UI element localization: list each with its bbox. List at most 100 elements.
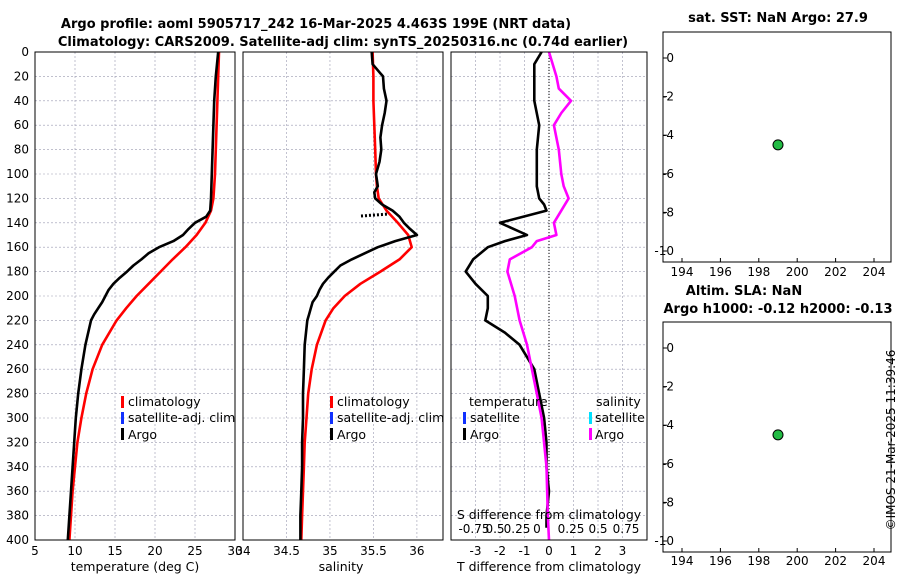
s-diff-tick: 0.5 [485, 522, 504, 536]
x-tick-label: 2 [594, 544, 602, 558]
figure-title-line2: Climatology: CARS2009. Satellite-adj cli… [58, 35, 628, 50]
sla-panel: Altim. SLA: NaN Argo h1000: -0.12 h2000:… [654, 284, 892, 568]
x-tick-label: 196 [709, 265, 732, 279]
s-diff-tick: 0.5 [588, 522, 607, 536]
legend-t-argo-label: Argo [470, 427, 499, 442]
salinity-x-axis-label: salinity [319, 559, 364, 574]
depth-tick-label: 380 [6, 509, 29, 523]
temperature-x-axis-label: temperature (deg C) [71, 559, 200, 574]
depth-tick-label: 240 [6, 338, 29, 352]
y-tick-label: -4 [662, 128, 674, 142]
sst-x-tick-labels: 194 196 198 200 202 204 [671, 258, 886, 279]
x-tick-label: 202 [824, 265, 847, 279]
depth-tick-label: 400 [6, 533, 29, 547]
depth-tick-label: 320 [6, 435, 29, 449]
difference-x-axis-label: T difference from climatology [456, 559, 642, 574]
x-tick-label: 15 [107, 544, 122, 558]
sla-title-line2: Argo h1000: -0.12 h2000: -0.13 [663, 302, 892, 317]
series-line-t-argo [464, 51, 551, 528]
y-tick-label: 0 [666, 51, 674, 65]
temperature-series [66, 51, 221, 541]
legend-s-argo-label: Argo [595, 427, 624, 442]
sst-axes-frame [662, 31, 892, 263]
depth-tick-label: 120 [6, 191, 29, 205]
x-tick-label: 198 [747, 265, 770, 279]
salinity-grid [243, 52, 443, 540]
difference-series [464, 51, 573, 541]
sla-title-line1: Altim. SLA: NaN [686, 284, 802, 299]
x-tick-label: -3 [470, 544, 482, 558]
salinity-series [299, 51, 419, 541]
temperature-grid [35, 52, 235, 540]
legend-argo-swatch [330, 428, 333, 440]
depth-tick-label: 180 [6, 265, 29, 279]
salinity-legend: climatology satellite-adj. clim Argo [330, 394, 444, 442]
y-tick-label: -2 [662, 380, 674, 394]
temperature-panel: 0 20 40 60 80 100 120 140 160 180 200 220 240 260 280 3… [6, 45, 243, 574]
s-diff-tick: 0.25 [558, 522, 585, 536]
series-line-argo [299, 51, 419, 540]
salinity-panel: 34 34.5 35 35.5 36 salinity climatology sate… [235, 51, 444, 574]
y-tick-label: -8 [662, 205, 674, 219]
series-line-s-argo-scaled- [506, 51, 573, 541]
difference-panel: -3 -2 -1 0 1 2 3 T difference from climatology… [450, 51, 648, 574]
legend-climatology-swatch [121, 396, 124, 408]
s-difference-axis-label: S difference from climatology [457, 507, 642, 522]
legend-satellite-adj-swatch [330, 412, 333, 424]
x-tick-label: 1 [570, 544, 578, 558]
sla-points [772, 429, 784, 441]
y-tick-label: -8 [662, 495, 674, 509]
legend-satellite-adj-label: satellite-adj. clim [337, 410, 444, 425]
difference-axes-frame [450, 51, 648, 541]
s-diff-tick: 0 [533, 522, 541, 536]
sst-points [772, 139, 784, 151]
depth-tick-label: 160 [6, 240, 29, 254]
s-diff-tick: -0.75 [458, 522, 489, 536]
x-tick-label: 34 [235, 544, 250, 558]
y-tick-label: -6 [662, 457, 674, 471]
legend-t-satellite-label: satellite [470, 410, 520, 425]
x-tick-label: 30 [227, 544, 242, 558]
x-tick-label: 198 [747, 554, 770, 568]
sst-panel: sat. SST: NaN Argo: 27.9 0-2-4-6-8-10 19… [654, 11, 892, 279]
legend-t-satellite-swatch [463, 412, 466, 424]
depth-tick-label: 0 [21, 45, 29, 59]
depth-tick-label: 220 [6, 313, 29, 327]
depth-tick-label: 260 [6, 362, 29, 376]
x-tick-label: 35 [322, 544, 337, 558]
x-tick-label: 3 [619, 544, 627, 558]
x-tick-label: 5 [31, 544, 39, 558]
y-tick-label: -2 [662, 90, 674, 104]
sla-axes-frame [662, 321, 892, 553]
legend-argo-label: Argo [337, 427, 366, 442]
x-tick-label: 202 [824, 554, 847, 568]
legend-satellite-adj-swatch [121, 412, 124, 424]
x-tick-label: -2 [494, 544, 506, 558]
legend-temperature-title: temperature [469, 394, 548, 409]
difference-x-tick-labels: -3 -2 -1 0 1 2 3 [470, 544, 627, 558]
legend-climatology-label: climatology [337, 394, 410, 409]
salinity-argo-dotted-fragment [360, 212, 390, 218]
series-line-climatology [300, 51, 414, 541]
x-tick-label: 204 [863, 554, 886, 568]
sst-y-tick-labels: 0-2-4-6-8-10 [654, 51, 674, 258]
x-tick-label: 194 [671, 554, 694, 568]
legend-argo-label: Argo [128, 427, 157, 442]
x-tick-label: 36 [409, 544, 424, 558]
x-tick-label: 204 [863, 265, 886, 279]
temperature-x-tick-labels: 5 10 15 20 25 30 [31, 544, 242, 558]
s-diff-tick: 0.25 [504, 522, 531, 536]
legend-s-argo-swatch [589, 428, 592, 440]
legend-climatology-swatch [330, 396, 333, 408]
depth-tick-label: 360 [6, 484, 29, 498]
depth-tick-label: 340 [6, 460, 29, 474]
y-tick-label: -4 [662, 418, 674, 432]
x-tick-label: 200 [786, 554, 809, 568]
depth-tick-label: 100 [6, 167, 29, 181]
depth-tick-label: 200 [6, 289, 29, 303]
legend-t-argo-swatch [463, 428, 466, 440]
depth-tick-label: 80 [14, 143, 29, 157]
depth-tick-label: 140 [6, 216, 29, 230]
legend-climatology-label: climatology [128, 394, 201, 409]
